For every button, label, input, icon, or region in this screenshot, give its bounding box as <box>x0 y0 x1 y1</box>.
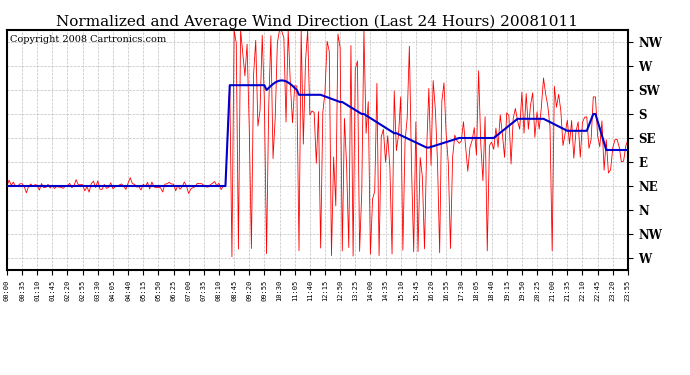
Text: Copyright 2008 Cartronics.com: Copyright 2008 Cartronics.com <box>10 35 166 44</box>
Title: Normalized and Average Wind Direction (Last 24 Hours) 20081011: Normalized and Average Wind Direction (L… <box>57 15 578 29</box>
